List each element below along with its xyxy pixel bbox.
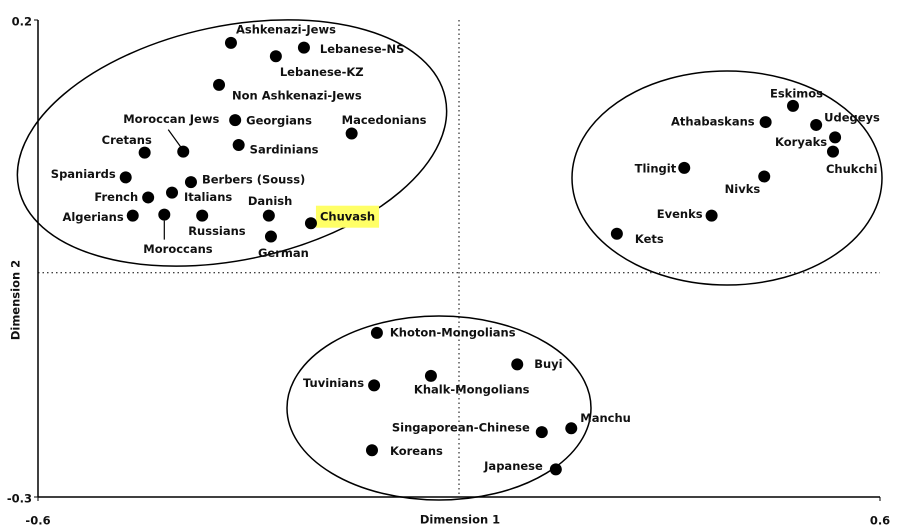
point [297, 41, 310, 54]
point [345, 127, 358, 140]
point-label: Russians [188, 224, 246, 238]
point-label: Italians [184, 190, 232, 204]
point [705, 209, 718, 222]
point-label: Lebanese-KZ [280, 65, 364, 79]
x-tick-label: -0.6 [25, 514, 50, 528]
cluster-ellipses [16, 19, 883, 501]
point [511, 358, 524, 371]
point-label: Spaniards [51, 167, 116, 181]
point-label: Kets [635, 232, 664, 246]
point-label: Khalk-Mongolians [414, 382, 530, 396]
point [213, 78, 226, 91]
point [304, 217, 317, 230]
point-label: German [258, 246, 309, 260]
y-tick-label: -0.3 [7, 492, 32, 506]
point-label: Berbers (Souss) [202, 173, 305, 187]
point-label: Lebanese-NS [320, 42, 404, 56]
point [262, 209, 275, 222]
point [126, 209, 139, 222]
y-tick-label: 0.2 [12, 15, 32, 29]
point [424, 369, 437, 382]
y-axis-label: Dimension 2 [9, 260, 23, 340]
point [229, 114, 242, 127]
point [119, 171, 132, 184]
point-label: Macedonians [342, 113, 427, 127]
point-label: Koryaks [775, 135, 827, 149]
point-label: French [94, 190, 138, 204]
point [264, 230, 277, 243]
cluster-ellipse [571, 70, 883, 286]
point-label: Evenks [657, 207, 703, 221]
point-label: Ashkenazi-Jews [236, 22, 336, 36]
point [368, 379, 381, 392]
highlight [315, 205, 380, 228]
point-label: Non Ashkenazi-Jews [232, 88, 362, 102]
point-label: Singaporean-Chinese [392, 421, 530, 435]
point-label: Danish [248, 194, 292, 208]
cluster-ellipse [16, 19, 448, 267]
point [269, 50, 282, 63]
point-label: Chuvash [320, 210, 375, 224]
point-label: Khoton-Mongolians [390, 325, 516, 339]
leader-line [167, 129, 182, 149]
point [166, 186, 179, 199]
point [810, 118, 823, 131]
point-label: Sardinians [250, 142, 319, 156]
point-label: Moroccan Jews [123, 112, 219, 126]
point-label: Eskimos [770, 86, 823, 100]
point [610, 227, 623, 240]
x-tick-label: 0.6 [870, 514, 890, 528]
point-label: Tuvinians [303, 376, 364, 390]
point [370, 326, 383, 339]
point [196, 209, 209, 222]
point [158, 208, 171, 221]
point-label: Koreans [390, 444, 443, 458]
point [142, 191, 155, 204]
point [549, 463, 562, 476]
point [678, 161, 691, 174]
point-label: Athabaskans [671, 115, 755, 129]
point-label: Algerians [62, 210, 123, 224]
point-label: Buyi [534, 357, 562, 371]
point-label: Tlingit [635, 161, 677, 175]
point-label: Moroccans [143, 242, 212, 256]
point-label: Japanese [483, 459, 543, 473]
point [224, 36, 237, 49]
point [786, 99, 799, 112]
point-label: Chukchi [826, 162, 877, 176]
point [565, 422, 578, 435]
point [365, 444, 378, 457]
point [758, 170, 771, 183]
point-label: Udegeys [824, 110, 880, 124]
point [177, 145, 190, 158]
point [829, 131, 842, 144]
point [535, 426, 548, 439]
point-label: Georgians [246, 114, 312, 128]
point [759, 116, 772, 129]
point-label: Manchu [580, 411, 631, 425]
point [232, 138, 245, 151]
point [826, 145, 839, 158]
point-label: Cretans [102, 133, 152, 147]
point [138, 146, 151, 159]
x-axis-label: Dimension 1 [420, 513, 500, 527]
cluster-ellipse [286, 315, 592, 501]
point [184, 176, 197, 189]
point-label: Nivks [725, 182, 761, 196]
